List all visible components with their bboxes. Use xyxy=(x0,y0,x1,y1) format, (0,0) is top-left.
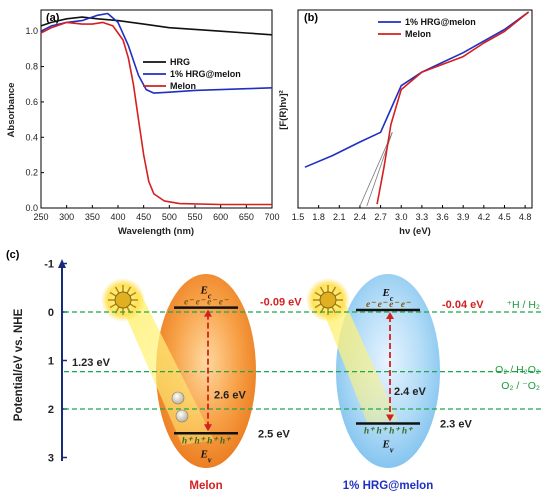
panel-b-xtick-label: 3.0 xyxy=(395,212,408,222)
panel-a-frame xyxy=(40,9,273,209)
panel-b-xtick-label: 3.9 xyxy=(457,212,470,222)
panel-b-legend: 1% HRG@melon Melon xyxy=(378,17,476,39)
panel-c-label: (c) xyxy=(6,249,20,261)
light-beam-left xyxy=(118,292,214,445)
panel-a-legend-label: HRG xyxy=(170,57,190,67)
holes-label: h⁺ h⁺ h⁺ h⁺ xyxy=(182,436,231,446)
cb-potential-label: -0.09 eV xyxy=(260,297,302,309)
material-name-label: Melon xyxy=(189,480,222,492)
panel-b-xtick-label: 4.5 xyxy=(498,212,511,222)
panel-b-ylabel: [F(R)hν]² xyxy=(278,90,289,130)
panel-a-series-line-0 xyxy=(40,16,273,36)
band-gap-arrow-head-down xyxy=(386,414,394,422)
panel-a-ylabel: Absorbance xyxy=(6,83,17,138)
band-gap-label: 2.4 eV xyxy=(394,386,426,398)
electrons-label: e⁻ e⁻ e⁻ e⁻ xyxy=(184,298,229,308)
panel-a-xlabel: Wavelength (nm) xyxy=(118,226,194,237)
panel-a-legend: HRG 1% HRG@melon Melon xyxy=(143,57,241,91)
panel-a-legend-label: 1% HRG@melon xyxy=(170,69,241,79)
panel-c-ytick-label: 1 xyxy=(48,356,54,368)
panel-a-series-line-1 xyxy=(40,12,273,94)
panel-a-ytick-label: 0.0 xyxy=(25,203,38,213)
panel-b-legend-label: 1% HRG@melon xyxy=(405,17,476,27)
sun-icon-left xyxy=(101,278,145,322)
vb-potential-label: 2.3 eV xyxy=(440,419,472,431)
panel-b-legend-label: Melon xyxy=(405,29,431,39)
hrg-melon-particle xyxy=(336,274,440,468)
panel-b-series-line-1 xyxy=(376,11,530,205)
panel-c-ytick-label: 2 xyxy=(48,404,54,416)
band-gap-arrow-head-up xyxy=(386,312,394,320)
panel-b-xtick-label: 1.5 xyxy=(292,212,305,222)
sun-icon-right xyxy=(306,278,350,322)
panel-a-xtick-label: 600 xyxy=(213,212,228,222)
panel-b-xtick-label: 4.2 xyxy=(478,212,491,222)
panel-b-xtick-label: 3.6 xyxy=(436,212,449,222)
panel-b-xtick-label: 1.8 xyxy=(312,212,325,222)
panel-b-xlabel: hν (eV) xyxy=(399,226,431,237)
panel-a-xtick-label: 350 xyxy=(85,212,100,222)
panel-a-xtick-label: 650 xyxy=(239,212,254,222)
holes-label: h⁺ h⁺ h⁺ h⁺ xyxy=(364,427,413,437)
panel-b-series-line-0 xyxy=(304,11,530,168)
redox-level-label: O₂ / ⁻O₂ xyxy=(501,380,540,392)
panel-b-xtick-label: 2.7 xyxy=(374,212,387,222)
panel-a-ytick-label: 1.0 xyxy=(25,26,38,36)
electrons-label: e⁻ e⁻ e⁻ e⁻ xyxy=(366,300,411,310)
light-beam-right xyxy=(318,292,398,425)
panel-a-xtick-label: 500 xyxy=(162,212,177,222)
panel-a-ytick-label: 0.4 xyxy=(25,132,38,142)
panel-b-xtick-label: 3.3 xyxy=(416,212,429,222)
band-gap-arrow-head-down xyxy=(204,424,212,432)
panel-a-xtick-label: 700 xyxy=(264,212,279,222)
panel-a-xtick-label: 400 xyxy=(110,212,125,222)
left-gap-label: 1.23 eV xyxy=(72,357,111,369)
cb-potential-label: -0.04 eV xyxy=(442,299,484,311)
panel-a-xtick-label: 450 xyxy=(136,212,151,222)
band-gap-label: 2.6 eV xyxy=(214,389,246,401)
panel-c-ylabel: Potential/eV vs. NHE xyxy=(13,308,25,421)
band-gap-arrow-head-up xyxy=(204,309,212,317)
redox-level-label: O₂ / H₂O₂ xyxy=(495,364,540,376)
panel-a-legend-label: Melon xyxy=(170,81,196,91)
panel-b-xtick-label: 4.8 xyxy=(519,212,532,222)
vb-potential-label: 2.5 eV xyxy=(258,428,290,440)
panel-c-ytick-label: -1 xyxy=(44,259,54,271)
panel-a-xtick-label: 250 xyxy=(33,212,48,222)
panel-a-ytick-label: 0.6 xyxy=(25,97,38,107)
panel-a-series-line-2 xyxy=(40,21,272,206)
panel-b: (b) 1.5 1.8 2.1 2.4 2.7 3.0 3.3 3.6 3.9 4.2 4.5 4.8… xyxy=(278,9,533,237)
panel-b-frame xyxy=(297,9,533,209)
material-name-label: 1% HRG@melon xyxy=(343,480,433,492)
hole-bubble xyxy=(171,391,185,405)
panel-a-xtick-label: 300 xyxy=(59,212,74,222)
panel-b-xtick-label: 2.1 xyxy=(333,212,346,222)
panel-b-xtick-label: 2.4 xyxy=(354,212,367,222)
panel-c-ytick-label: 0 xyxy=(48,307,54,319)
panel-a-xtick-label: 550 xyxy=(187,212,202,222)
panel-c-ytick-label: 3 xyxy=(48,453,54,465)
hole-bubble xyxy=(175,409,189,423)
panel-a-ytick-label: 0.2 xyxy=(25,168,38,178)
redox-level-label: ⁺H / H₂ xyxy=(506,299,540,311)
panel-b-label: (b) xyxy=(304,12,318,24)
panel-a: (a) 250 300 350 400 450 500 550 600 650 700 0.00.… xyxy=(6,9,280,237)
panel-a-ytick-label: 0.8 xyxy=(25,62,38,72)
